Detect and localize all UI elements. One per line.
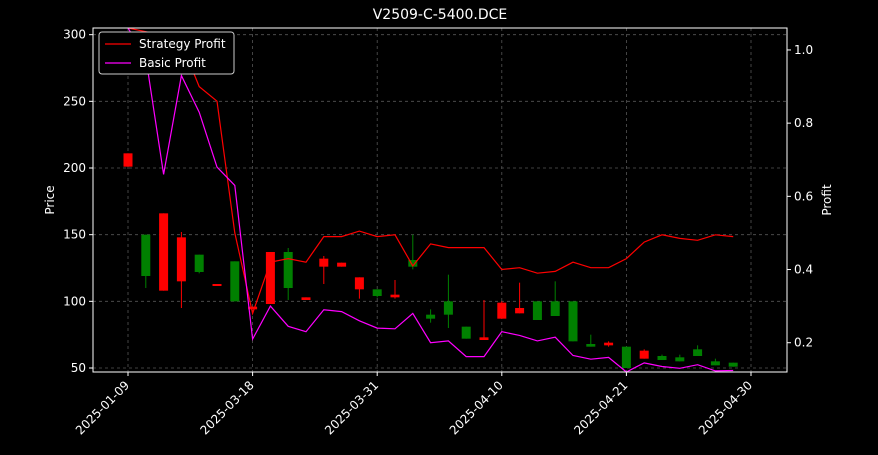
- candle-body-up: [479, 337, 489, 340]
- candle-body-up: [354, 277, 364, 290]
- left-tick-label: 50: [71, 361, 86, 375]
- candle-body-down: [710, 361, 720, 366]
- candle-body-down: [728, 362, 738, 367]
- profit-lines: [127, 28, 734, 372]
- candle-body-down: [408, 260, 418, 267]
- candle-body-up: [159, 213, 169, 291]
- left-tick-label: 150: [63, 228, 86, 242]
- candle-body-down: [426, 314, 436, 319]
- candle-body-down: [675, 357, 685, 362]
- candle-body-down: [621, 346, 631, 368]
- strategy-profit-line: [127, 28, 734, 316]
- chart-legend: Strategy Profit Basic Profit: [98, 31, 235, 75]
- left-tick-label: 300: [63, 28, 86, 42]
- candle-body-up: [212, 284, 222, 286]
- right-tick-label: 0.6: [794, 189, 813, 203]
- plot-area-frame: [92, 27, 788, 373]
- candle-body-up: [515, 308, 525, 314]
- y-axis-right-label: Profit: [820, 184, 834, 216]
- legend-box: [98, 31, 235, 75]
- candle-body-down: [550, 301, 560, 316]
- candle-body-up: [176, 237, 186, 282]
- right-tick-label: 0.4: [794, 263, 813, 277]
- candle-body-down: [693, 349, 703, 356]
- candle-body-up: [604, 342, 614, 346]
- chart-title: V2509-C-5400.DCE: [373, 7, 508, 23]
- right-tick-label: 1.0: [794, 43, 813, 57]
- left-axis-ticks: 50 100 150 200 250 300: [63, 28, 93, 375]
- candle-body-down: [141, 234, 151, 276]
- right-tick-label: 0.8: [794, 116, 813, 130]
- candle-body-down: [283, 252, 293, 288]
- left-tick-label: 250: [63, 94, 86, 108]
- candle-body-down: [657, 356, 667, 360]
- right-axis-ticks: 0.2 0.4 0.6 0.8 1.0: [787, 43, 813, 350]
- candle-body-up: [639, 350, 649, 359]
- legend-label-basic-profit: Basic Profit: [139, 56, 206, 70]
- candle-body-up: [497, 302, 507, 319]
- candle-body-up: [337, 262, 347, 267]
- candle-body-down: [372, 289, 382, 296]
- candle-body-up: [319, 258, 329, 267]
- candle-body-up: [248, 306, 258, 310]
- candlestick-series: [123, 153, 738, 368]
- candle-body-down: [194, 254, 204, 272]
- candle-body-up: [265, 252, 275, 304]
- candle-body-up: [390, 294, 400, 298]
- legend-label-strategy-profit: Strategy Profit: [139, 37, 226, 51]
- candle-body-down: [568, 301, 578, 342]
- candle-body-down: [443, 301, 453, 315]
- candle-body-down: [532, 301, 542, 320]
- basic-profit-line: [127, 28, 734, 372]
- left-tick-label: 100: [63, 294, 86, 308]
- candle-body-down: [230, 261, 240, 302]
- candle-body-up: [301, 297, 311, 300]
- candle-body-up: [123, 153, 133, 167]
- candle-body-down: [586, 344, 596, 347]
- left-tick-label: 200: [63, 161, 86, 175]
- candle-body-down: [461, 326, 471, 339]
- right-tick-label: 0.2: [794, 336, 813, 350]
- y-axis-left-label: Price: [43, 185, 57, 214]
